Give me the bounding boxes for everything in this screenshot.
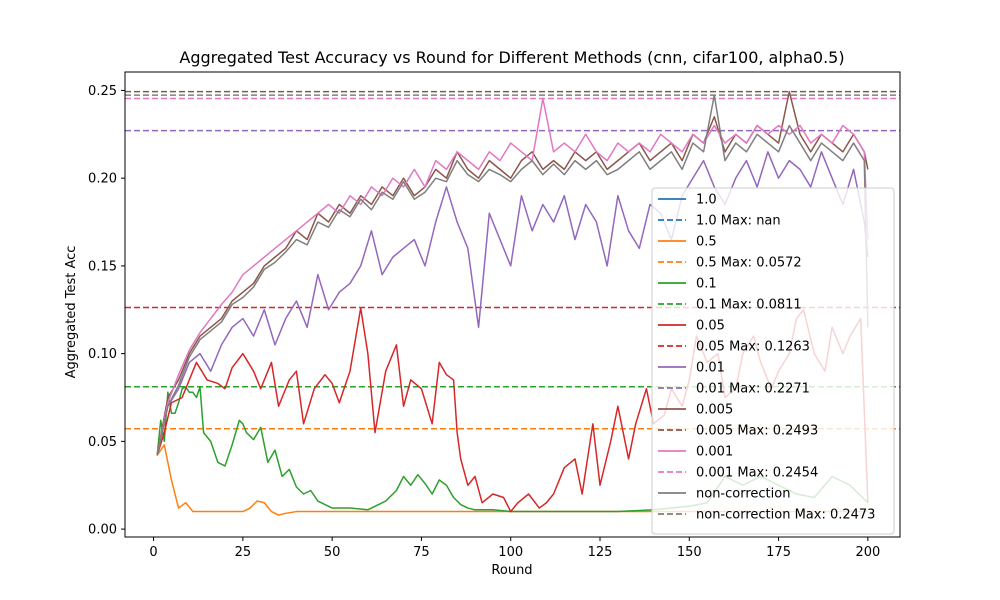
- legend-label: 0.1: [696, 277, 717, 292]
- legend-label: 0.1 Max: 0.0811: [696, 298, 802, 313]
- legend-label: 0.001: [696, 445, 733, 460]
- legend: 1.0 1.0 Max: nan 0.5 0.5 Max: 0.0572 0.1 0.1 …: [651, 187, 895, 535]
- series-line-4: [156, 151, 869, 456]
- chart-title: Aggregated Test Accuracy vs Round for Di…: [179, 48, 844, 67]
- legend-label: non-correction: [696, 487, 790, 502]
- y-axis-title: Aggregated Test Acc: [64, 246, 79, 379]
- x-tick-label: 0: [149, 545, 157, 560]
- x-tick-label: 125: [588, 545, 613, 560]
- legend-box: [651, 187, 895, 535]
- axes: 0 25 50 75 100 125 150 175 200 0.00 0.05 0.10 0.15 0.…: [88, 71, 901, 560]
- legend-label: 1.0 Max: nan: [696, 214, 781, 229]
- x-tick-label: 50: [324, 545, 341, 560]
- legend-label: 0.001 Max: 0.2454: [696, 466, 818, 481]
- max-reference-lines: [125, 90, 900, 430]
- series-line-7: [156, 94, 869, 456]
- legend-label: 0.5: [696, 235, 717, 250]
- x-axis-title: Round: [491, 563, 532, 578]
- series-line-6: [156, 97, 869, 456]
- legend-label: 1.0: [696, 193, 717, 208]
- legend-label: 0.01 Max: 0.2271: [696, 382, 810, 397]
- legend-label: 0.005: [696, 403, 733, 418]
- legend-label: 0.5 Max: 0.0572: [696, 256, 802, 271]
- legend-label: 0.05: [696, 319, 725, 334]
- y-tick-label: 0.05: [88, 435, 117, 450]
- legend-label: non-correction Max: 0.2473: [696, 508, 875, 523]
- y-tick-label: 0.10: [88, 347, 117, 362]
- x-tick-label: 175: [766, 545, 791, 560]
- y-tick-label: 0.20: [88, 172, 117, 187]
- x-tick-label: 75: [413, 545, 430, 560]
- x-tick-label: 150: [677, 545, 702, 560]
- x-tick-label: 100: [498, 545, 523, 560]
- legend-label: 0.05 Max: 0.1263: [696, 340, 810, 355]
- y-tick-label: 0.15: [88, 259, 117, 274]
- x-tick-label: 200: [855, 545, 880, 560]
- legend-label: 0.005 Max: 0.2493: [696, 424, 818, 439]
- legend-label: 0.01: [696, 361, 725, 376]
- y-tick-label: 0.25: [88, 84, 117, 99]
- y-tick-label: 0.00: [88, 523, 117, 538]
- x-tick-label: 25: [235, 545, 252, 560]
- axes-frame: [124, 71, 901, 538]
